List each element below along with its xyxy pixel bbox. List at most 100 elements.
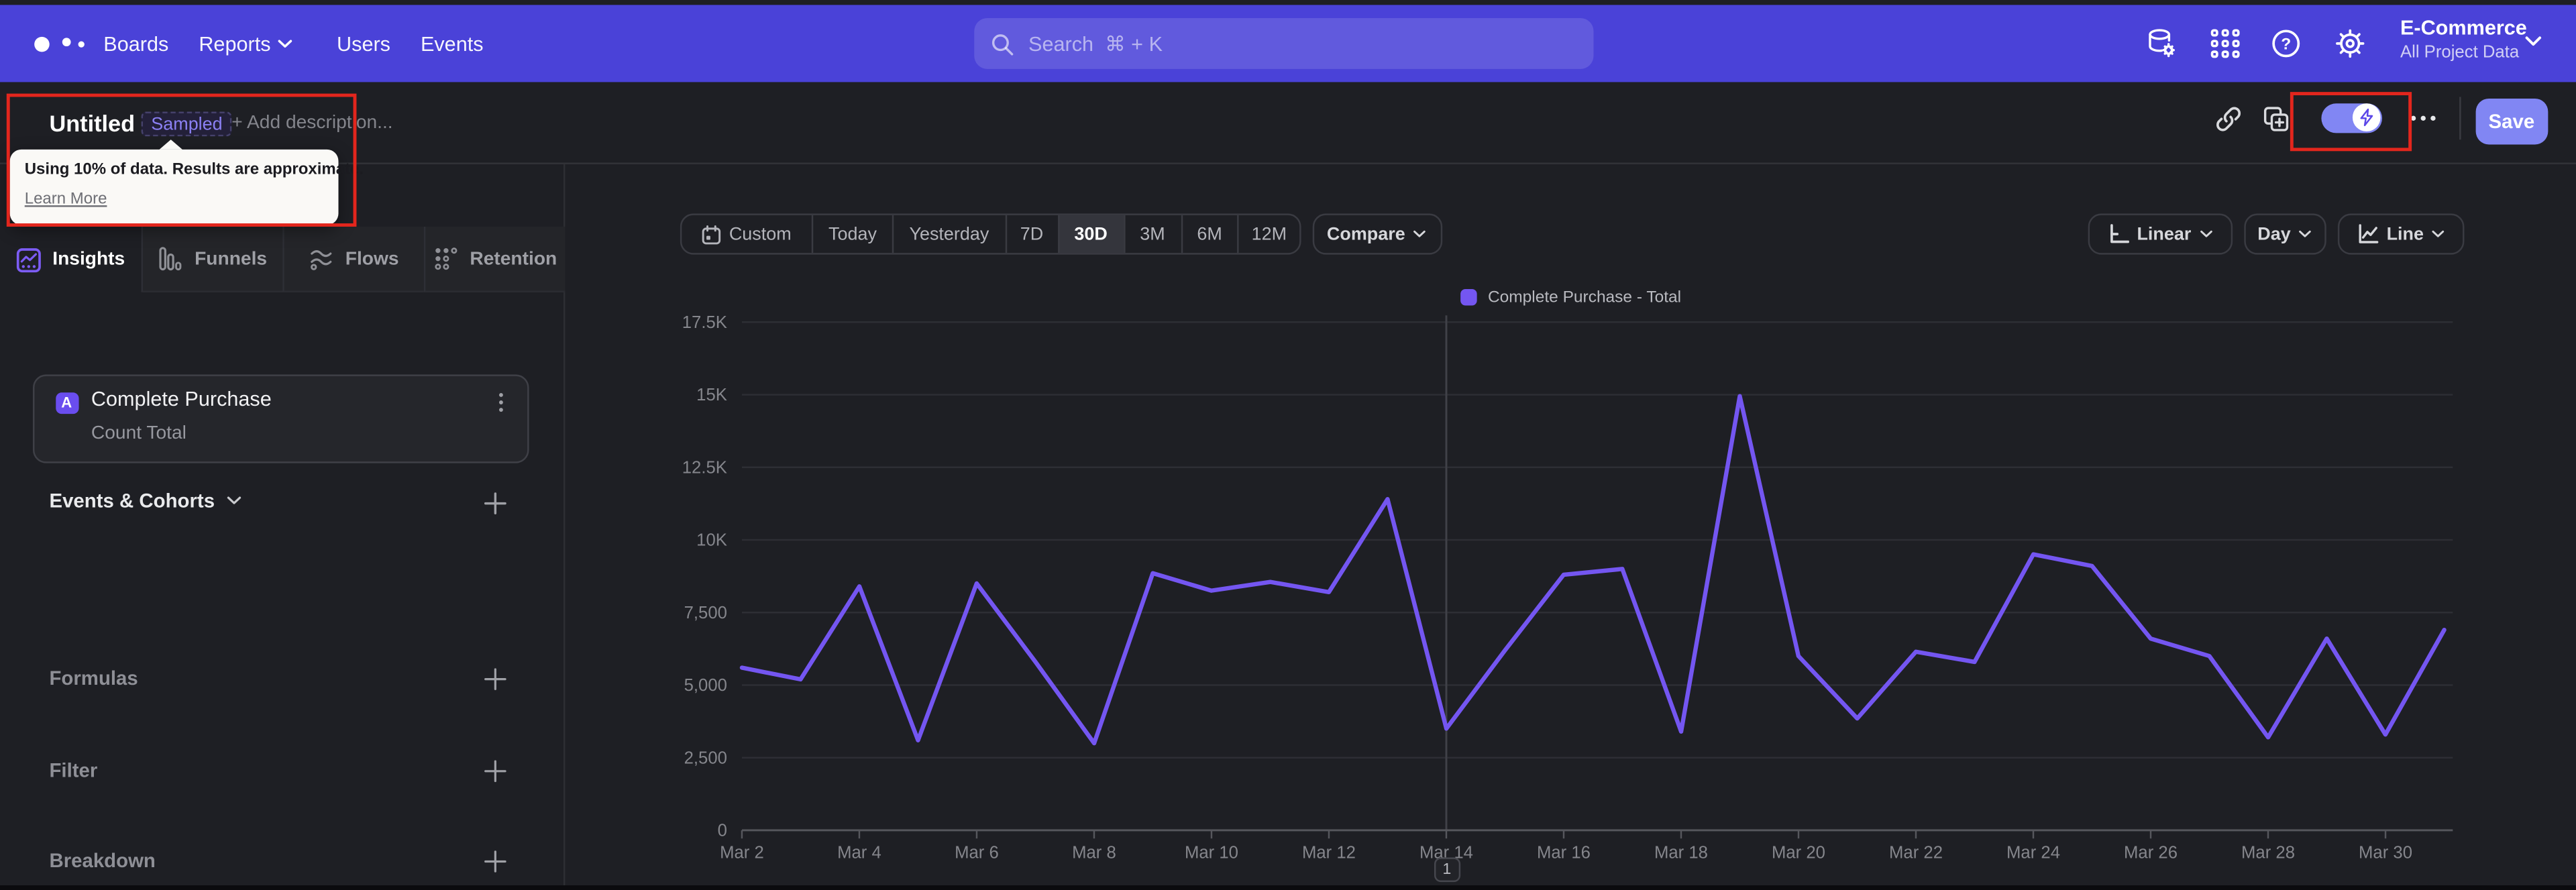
- funnels-icon: [160, 247, 182, 271]
- event-name: Complete Purchase: [91, 386, 272, 410]
- add-formula-button[interactable]: [482, 665, 510, 693]
- section-filter[interactable]: Filter: [49, 759, 98, 782]
- more-icon[interactable]: [2408, 103, 2438, 133]
- svg-text:7,500: 7,500: [684, 604, 727, 622]
- range-today[interactable]: Today: [811, 215, 892, 254]
- tab-label: Funnels: [195, 249, 268, 269]
- nav-item-boards[interactable]: Boards: [103, 5, 168, 82]
- tab-label: Retention: [470, 249, 557, 269]
- date-range-control: Custom Today Yesterday 7D 30D 3M 6M 12M: [679, 213, 1301, 255]
- add-event-button[interactable]: [482, 490, 510, 518]
- nav-item-users[interactable]: Users: [337, 5, 390, 82]
- nav-label: Boards: [103, 32, 169, 56]
- kebab-menu-icon[interactable]: [490, 390, 513, 413]
- legend-swatch: [1460, 289, 1477, 306]
- search-bar[interactable]: [974, 17, 1594, 69]
- range-12m[interactable]: 12M: [1237, 215, 1299, 254]
- calendar-icon: [702, 224, 720, 244]
- svg-text:17.5K: 17.5K: [682, 313, 727, 332]
- search-icon: [991, 33, 1014, 55]
- sampling-tooltip: Using 10% of data. Results are approxima…: [9, 140, 364, 225]
- range-label: 12M: [1251, 224, 1287, 244]
- nav-item-reports[interactable]: Reports: [199, 5, 292, 82]
- save-button[interactable]: Save: [2475, 98, 2548, 145]
- scale-selector[interactable]: Linear: [2088, 213, 2232, 255]
- line-chart[interactable]: 0 2,500 5,000 7,500 10K 12.5K 15K 17.5K Mar 2 Mar…: [565, 271, 2576, 890]
- chevron-down-icon: [2200, 230, 2212, 237]
- svg-text:Mar 16: Mar 16: [1537, 844, 1591, 863]
- legend-label: Complete Purchase - Total: [1487, 288, 1682, 307]
- event-metric[interactable]: Count Total: [91, 423, 186, 444]
- chevron-down-icon: [1413, 230, 1426, 237]
- lightning-icon: [2360, 109, 2373, 127]
- chevron-down-icon: [278, 39, 292, 47]
- nav-item-events[interactable]: Events: [421, 5, 484, 82]
- compare-button[interactable]: Compare: [1311, 213, 1442, 255]
- help-icon[interactable]: ?: [2269, 26, 2303, 60]
- chart-legend[interactable]: Complete Purchase - Total: [565, 288, 2576, 307]
- sampling-toggle[interactable]: [2320, 103, 2382, 133]
- nav-label: Reports: [199, 32, 271, 56]
- sampled-badge[interactable]: Sampled: [141, 111, 233, 137]
- tooltip-text: Using 10% of data. Results are approxima…: [24, 161, 364, 180]
- learn-more-link[interactable]: Learn More: [24, 190, 107, 209]
- event-letter-badge: A: [55, 392, 78, 414]
- button-label: Day: [2257, 224, 2291, 244]
- report-title[interactable]: Untitled: [49, 110, 136, 137]
- toggle-knob: [2353, 104, 2381, 132]
- data-gear-icon[interactable]: [2144, 26, 2178, 60]
- chart-type-selector[interactable]: Line: [2337, 213, 2465, 255]
- range-30d[interactable]: 30D: [1057, 215, 1123, 254]
- settings-gear-icon[interactable]: [2333, 26, 2367, 60]
- chevron-down-icon: [2299, 230, 2312, 237]
- svg-text:Mar 12: Mar 12: [1302, 844, 1356, 863]
- divider: [2459, 97, 2461, 140]
- range-3m[interactable]: 3M: [1122, 215, 1181, 254]
- query-sidebar: Insights Funnels Flows: [0, 164, 566, 885]
- axis-scale-icon: [2110, 224, 2129, 243]
- pagination-badge[interactable]: 1: [1434, 856, 1460, 883]
- range-custom[interactable]: Custom: [681, 215, 812, 253]
- range-label: 6M: [1197, 224, 1222, 244]
- interval-selector[interactable]: Day: [2243, 213, 2326, 255]
- section-title: Events & Cohorts: [49, 489, 215, 513]
- section-breakdown[interactable]: Breakdown: [49, 848, 156, 872]
- svg-text:Mar 30: Mar 30: [2359, 844, 2412, 863]
- button-label: Linear: [2137, 224, 2192, 244]
- link-icon[interactable]: [2214, 105, 2243, 133]
- window-edge: [0, 885, 2576, 890]
- svg-text:?: ?: [2281, 35, 2291, 53]
- tab-flows[interactable]: Flows: [282, 226, 424, 292]
- duplicate-icon[interactable]: [2262, 105, 2290, 133]
- range-label: Today: [828, 224, 877, 244]
- chevron-down-icon: [227, 496, 241, 504]
- range-yesterday[interactable]: Yesterday: [892, 215, 1005, 254]
- event-row-complete-purchase[interactable]: A Complete Purchase Count Total: [32, 374, 529, 463]
- project-name: E-Commerce: [2400, 16, 2527, 40]
- chart-panel: Custom Today Yesterday 7D 30D 3M 6M 12M …: [565, 164, 2576, 885]
- top-nav: Boards Reports Users Events: [0, 5, 2576, 82]
- svg-text:5,000: 5,000: [684, 676, 727, 695]
- project-selector[interactable]: E-Commerce All Project Data: [2400, 15, 2527, 64]
- mixpanel-logo-icon[interactable]: [26, 28, 92, 61]
- button-label: Compare: [1326, 224, 1405, 244]
- range-label: 30D: [1074, 224, 1108, 244]
- project-scope: All Project Data: [2400, 42, 2520, 63]
- range-label: Custom: [729, 224, 792, 244]
- add-description[interactable]: + Add description...: [231, 113, 393, 133]
- tab-insights[interactable]: Insights: [0, 227, 142, 292]
- section-formulas[interactable]: Formulas: [49, 667, 138, 690]
- range-6m[interactable]: 6M: [1180, 215, 1237, 254]
- add-breakdown-button[interactable]: [482, 846, 510, 875]
- chevron-down-icon: [2525, 36, 2542, 46]
- insights-icon: [16, 247, 41, 272]
- report-header: Untitled Sampled + Add description...: [0, 82, 2576, 164]
- tab-retention[interactable]: Retention: [423, 226, 566, 292]
- search-input[interactable]: [1025, 30, 1578, 57]
- range-label: 3M: [1140, 224, 1165, 244]
- tab-funnels[interactable]: Funnels: [141, 226, 283, 292]
- apps-grid-icon[interactable]: [2208, 26, 2242, 60]
- range-7d[interactable]: 7D: [1004, 215, 1057, 254]
- add-filter-button[interactable]: [482, 757, 510, 785]
- events-cohorts-header[interactable]: Events & Cohorts: [49, 490, 241, 512]
